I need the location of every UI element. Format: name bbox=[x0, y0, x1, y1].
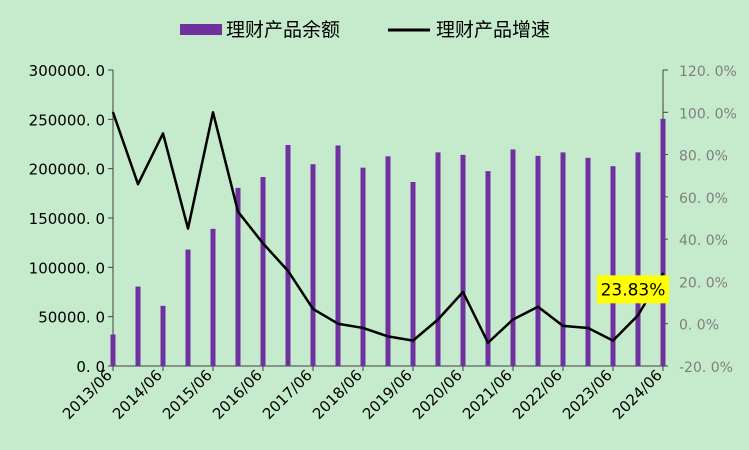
line-point bbox=[262, 242, 264, 245]
line-point bbox=[387, 335, 389, 338]
line-point bbox=[162, 132, 164, 135]
bar bbox=[460, 154, 466, 366]
line-point bbox=[137, 183, 139, 185]
line-point bbox=[487, 341, 489, 344]
bar bbox=[385, 156, 391, 366]
bar bbox=[560, 152, 566, 366]
legend-bar-label: 理财产品余额 bbox=[226, 19, 340, 41]
bar bbox=[135, 286, 141, 366]
line-point bbox=[462, 291, 464, 293]
x-axis-tick-label: 2022/06 bbox=[509, 366, 566, 423]
right-axis-tick-label: 100. 0% bbox=[679, 106, 737, 122]
annotation: 23.83% bbox=[597, 275, 669, 304]
bar bbox=[660, 118, 666, 366]
bar bbox=[410, 181, 416, 366]
x-axis-tick-label: 2016/06 bbox=[209, 366, 266, 423]
x-axis-tick-label: 2015/06 bbox=[159, 366, 216, 423]
bar bbox=[210, 228, 216, 366]
right-axis-tick-label: 80. 0% bbox=[679, 149, 728, 165]
bar bbox=[510, 149, 516, 366]
bar bbox=[485, 171, 491, 366]
legend: 理财产品余额 理财产品增速 bbox=[180, 19, 550, 41]
bar bbox=[360, 167, 366, 366]
bar bbox=[635, 152, 641, 366]
line-point bbox=[337, 322, 339, 325]
legend-bar-swatch bbox=[180, 24, 222, 35]
line-point bbox=[412, 339, 414, 342]
right-axis-tick-label: 60. 0% bbox=[679, 191, 728, 207]
bar bbox=[285, 144, 291, 366]
line-point bbox=[587, 327, 589, 329]
line-point bbox=[287, 270, 289, 272]
bar bbox=[335, 145, 341, 366]
line-point bbox=[612, 339, 614, 342]
line-point bbox=[512, 318, 514, 321]
line-point bbox=[537, 306, 539, 308]
x-axis-tick-label: 2018/06 bbox=[309, 366, 366, 423]
right-axis-tick-label: -20. 0% bbox=[679, 360, 733, 376]
left-axis-tick-label: 0. 0 bbox=[76, 358, 105, 376]
line-point bbox=[212, 111, 214, 114]
x-axis-tick-label: 2014/06 bbox=[109, 366, 166, 423]
line-point bbox=[237, 210, 239, 213]
bar bbox=[310, 164, 316, 366]
axes: 300000. 0 250000. 0 200000. 0 150000. 0 1000… bbox=[29, 62, 737, 423]
line-point bbox=[112, 111, 114, 114]
line-point bbox=[187, 227, 189, 230]
line-point bbox=[662, 272, 664, 275]
left-axis-tick-label: 300000. 0 bbox=[29, 62, 105, 80]
left-axis-tick-label: 50000. 0 bbox=[38, 309, 105, 327]
bar bbox=[160, 305, 166, 366]
bar bbox=[185, 249, 191, 366]
bar-series bbox=[110, 118, 666, 366]
left-axis-tick-label: 200000. 0 bbox=[29, 161, 105, 179]
line-point bbox=[312, 308, 314, 310]
bar bbox=[435, 152, 441, 366]
x-axis-tick-label: 2024/06 bbox=[609, 366, 666, 423]
x-axis-tick-label: 2023/06 bbox=[559, 366, 616, 423]
left-axis-tick-label: 150000. 0 bbox=[29, 210, 105, 228]
bar bbox=[260, 177, 266, 366]
x-axis-tick-label: 2019/06 bbox=[359, 366, 416, 423]
right-axis-tick-label: 40. 0% bbox=[679, 233, 728, 249]
right-axis-tick-label: 20. 0% bbox=[679, 275, 728, 291]
bar bbox=[235, 187, 241, 366]
left-axis-tick-label: 100000. 0 bbox=[29, 259, 105, 277]
right-axis-tick-label: 120. 0% bbox=[679, 64, 737, 80]
right-axis-tick-label: 0. 0% bbox=[679, 318, 719, 334]
annotation-box bbox=[597, 275, 669, 304]
line-point bbox=[637, 314, 639, 317]
annotation-label: 23.83% bbox=[601, 280, 666, 300]
line-point bbox=[362, 327, 364, 329]
x-axis-tick-label: 2017/06 bbox=[259, 366, 316, 423]
bar bbox=[610, 166, 616, 366]
left-axis-tick-label: 250000. 0 bbox=[29, 111, 105, 129]
legend-line-label: 理财产品增速 bbox=[436, 19, 550, 41]
bar bbox=[585, 157, 591, 366]
x-axis-tick-label: 2021/06 bbox=[459, 366, 516, 423]
bar bbox=[535, 155, 541, 366]
bar bbox=[110, 334, 116, 366]
line-point bbox=[437, 318, 439, 321]
line-point bbox=[562, 325, 564, 327]
x-axis-tick-label: 2020/06 bbox=[409, 366, 466, 423]
line-series bbox=[111, 111, 665, 344]
